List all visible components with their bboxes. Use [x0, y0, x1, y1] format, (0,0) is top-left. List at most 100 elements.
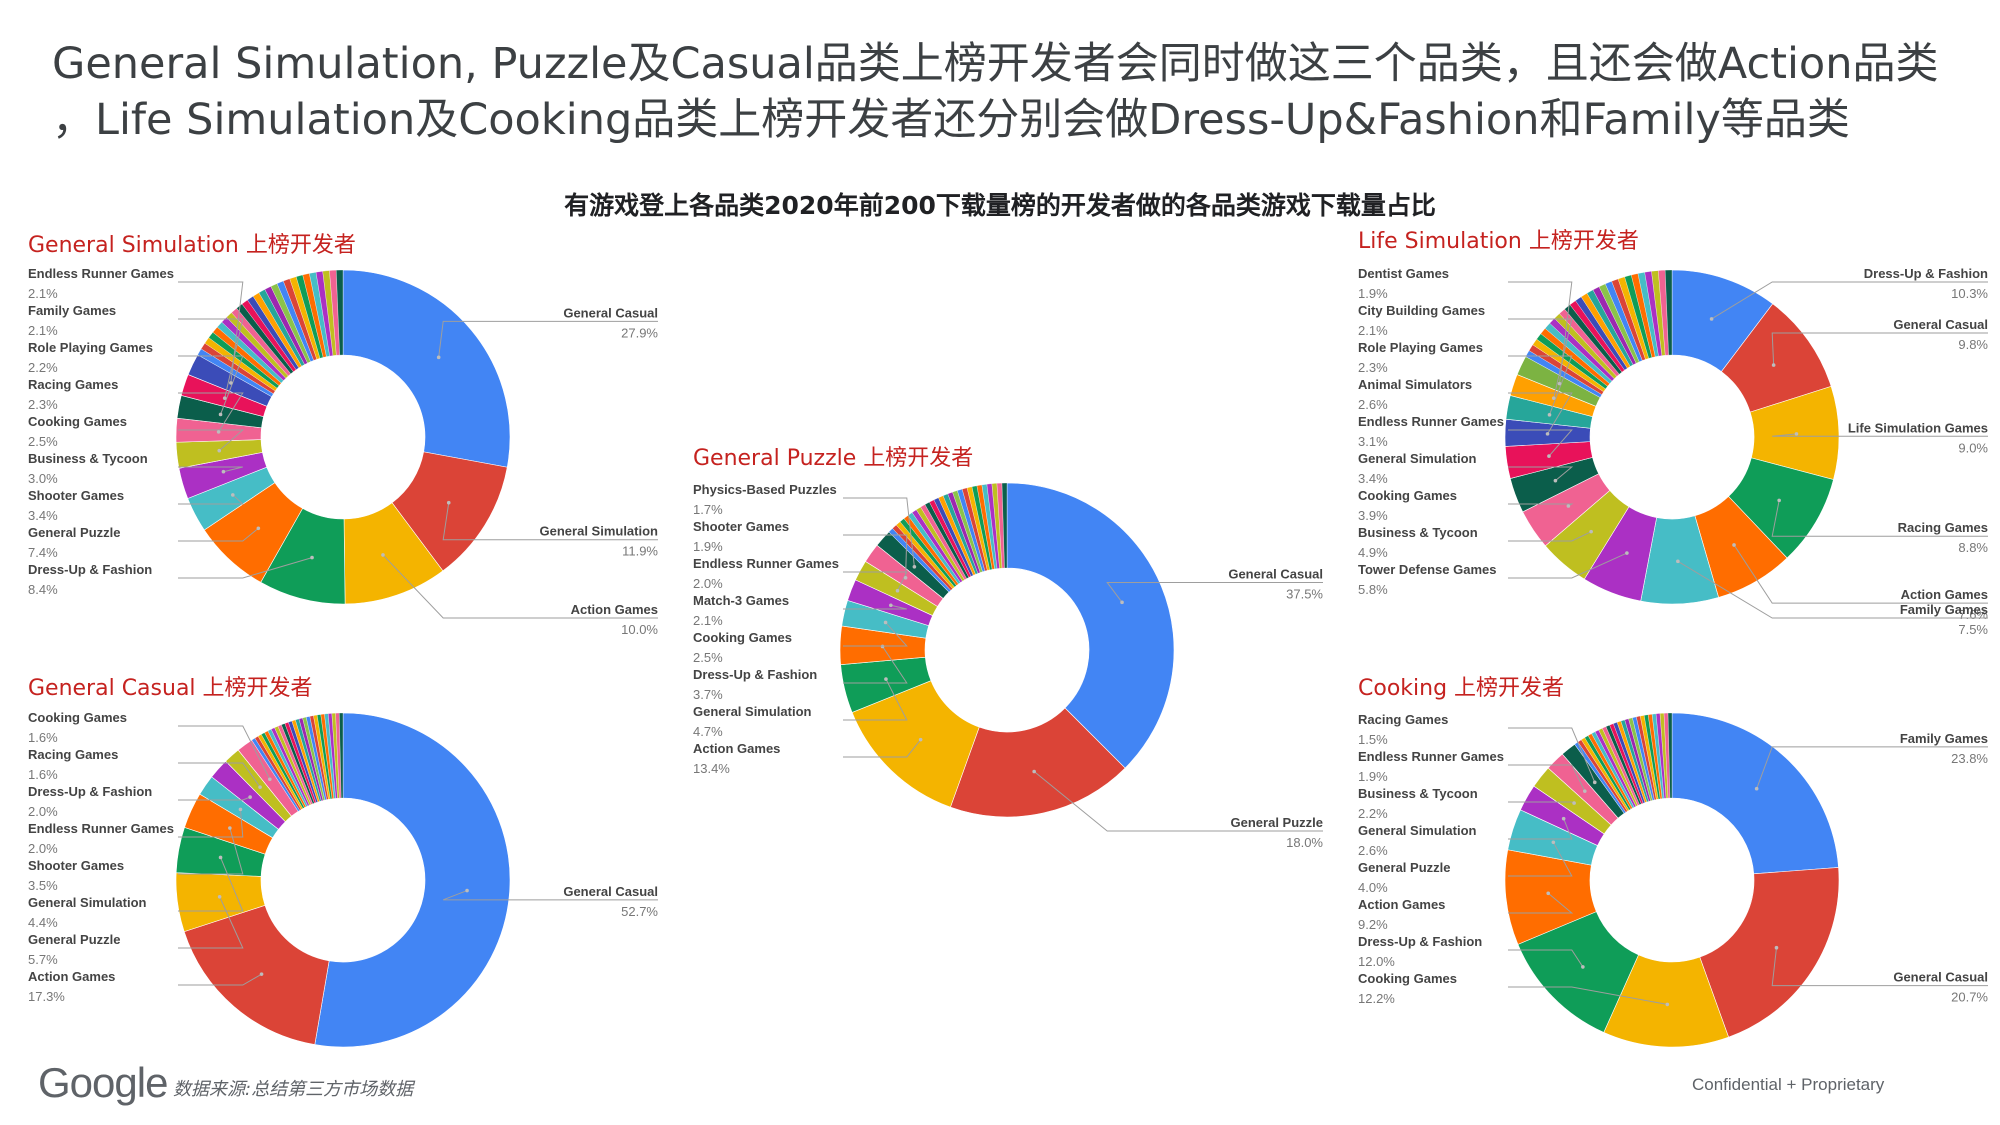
leader-line — [178, 355, 244, 415]
leader-dot — [1676, 559, 1680, 564]
slice-value-label: 4.4% — [28, 915, 58, 930]
leader-line — [1033, 771, 1323, 832]
confidential-note: Confidential + Proprietary — [1692, 1075, 1885, 1094]
leader-line — [178, 857, 244, 912]
slice-label: Action Games — [571, 602, 658, 617]
slice-label: Action Games — [28, 969, 115, 984]
leader-dot — [217, 448, 222, 453]
leader-dot — [230, 493, 235, 497]
slice-value-label: 11.9% — [622, 544, 658, 559]
pie-slice-minor — [336, 269, 344, 356]
leader-line — [442, 502, 658, 541]
slice-label: Life Simulation Games — [1848, 420, 1988, 435]
slice-label: General Puzzle — [1358, 860, 1450, 875]
slice-value-label: 17.3% — [28, 989, 65, 1004]
slice-value-label: 2.2% — [1358, 806, 1388, 821]
slice-label: Racing Games — [28, 377, 118, 392]
leader-dot — [1572, 801, 1576, 805]
leader-dot — [1777, 498, 1781, 503]
pie-slice-minor — [1664, 269, 1673, 356]
slice-value-label: 2.6% — [1358, 843, 1388, 858]
leader-line — [178, 429, 245, 452]
slice-value-label: 10.3% — [1951, 286, 1988, 301]
pie-slice — [314, 712, 511, 1048]
leader-line — [1508, 281, 1573, 384]
slice-value-label: 7.4% — [28, 545, 58, 560]
leader-line — [178, 762, 261, 788]
slice-label: Family Games — [1900, 602, 1988, 617]
slice-value-label: 2.0% — [693, 576, 723, 591]
leader-line — [178, 796, 251, 801]
slice-value-label: 2.1% — [28, 286, 58, 301]
leader-line — [1771, 500, 1988, 537]
leader-line — [843, 604, 907, 610]
donut-chart-1: General Simulation 上榜开发者 General Casual 27… — [28, 233, 658, 637]
slice-value-label: 18.0% — [1286, 835, 1323, 850]
slice-label: Dress-Up & Fashion — [1864, 266, 1988, 281]
slice-value-label: 2.1% — [28, 323, 58, 338]
slice-value-label: 5.7% — [28, 952, 58, 967]
leader-line — [178, 557, 313, 579]
leader-dot — [1592, 780, 1597, 785]
leader-dot — [884, 677, 888, 681]
donut-chart-2: General Puzzle 上榜开发者 General Casual 37.5% G… — [693, 446, 1323, 850]
slice-label: Business & Tycoon — [1358, 525, 1478, 540]
slice-label: General Puzzle — [28, 525, 120, 540]
leader-line — [1106, 581, 1323, 603]
panel-title: General Simulation 上榜开发者 — [28, 233, 356, 258]
slice-label: Cooking Games — [693, 630, 792, 645]
panel-title: General Puzzle 上榜开发者 — [693, 446, 973, 471]
slice-value-label: 3.0% — [28, 471, 58, 486]
donut-chart-4: General Casual 上榜开发者 General Casual 52.7% A… — [28, 676, 658, 1048]
pie-slice — [342, 269, 511, 468]
leader-dot — [1551, 840, 1556, 845]
slice-label: Physics-Based Puzzles — [693, 482, 837, 497]
leader-line — [1508, 318, 1573, 399]
slice-value-label: 3.4% — [28, 508, 58, 523]
leader-line — [843, 646, 908, 684]
leader-dot — [1551, 396, 1556, 400]
slide-title: General Simulation, Puzzle及Casual品类上榜开发者… — [52, 36, 1952, 148]
slice-label: Endless Runner Games — [1358, 414, 1504, 429]
slice-label: Dentist Games — [1358, 266, 1449, 281]
slice-value-label: 12.0% — [1358, 954, 1395, 969]
leader-dot — [248, 795, 252, 799]
slice-label: General Simulation — [28, 895, 147, 910]
leader-line — [178, 827, 244, 875]
pie-slice-minor — [1667, 712, 1673, 799]
slice-label: Endless Runner Games — [28, 821, 174, 836]
leader-line — [1733, 544, 1988, 604]
leader-line — [438, 320, 658, 358]
slice-value-label: 52.7% — [621, 904, 658, 919]
pie-slice — [1699, 867, 1840, 1038]
leader-line — [178, 809, 244, 838]
leader-line — [1508, 727, 1596, 783]
donut-chart-5: Cooking 上榜开发者 Family Games 23.8% General Ca… — [1358, 676, 1988, 1048]
slice-value-label: 5.8% — [1358, 582, 1388, 597]
leader-line — [382, 554, 658, 619]
slice-label: Cooking Games — [1358, 971, 1457, 986]
slice-value-label: 2.3% — [1358, 360, 1388, 375]
slice-label: General Casual — [1893, 317, 1988, 332]
leader-line — [1508, 818, 1573, 840]
slice-label: General Puzzle — [28, 932, 120, 947]
slice-label: Shooter Games — [693, 519, 789, 534]
chart-heading: 有游戏登上各品类2020年前200下载量榜的开发者做的各品类游戏下载量占比 — [564, 191, 1436, 220]
leader-dot — [1589, 529, 1593, 534]
leader-dot — [1794, 432, 1799, 436]
leader-line — [178, 896, 244, 949]
slice-label: Action Games — [693, 741, 780, 756]
slice-label: Business & Tycoon — [1358, 786, 1478, 801]
leader-line — [1508, 986, 1668, 1005]
leader-dot — [228, 826, 232, 830]
slice-label: Cooking Games — [28, 414, 127, 429]
slice-label: Endless Runner Games — [693, 556, 839, 571]
slice-label: Endless Runner Games — [28, 266, 174, 281]
leader-dot — [1665, 1002, 1670, 1007]
slice-label: General Simulation — [1358, 451, 1477, 466]
slice-value-label: 9.8% — [1958, 337, 1988, 352]
leader-line — [1508, 392, 1573, 435]
slice-value-label: 4.7% — [693, 724, 723, 739]
slice-label: Shooter Games — [28, 488, 124, 503]
leader-line — [1508, 429, 1573, 457]
